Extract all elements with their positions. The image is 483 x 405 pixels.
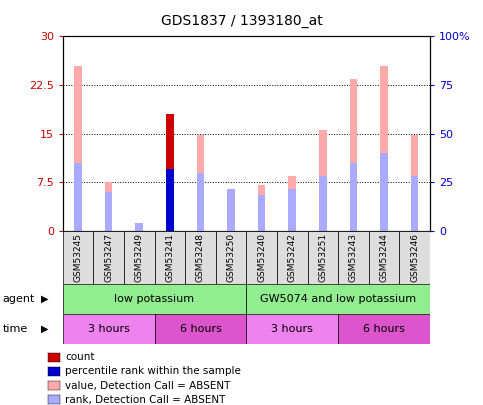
Bar <box>166 169 174 231</box>
Bar <box>93 231 124 284</box>
Bar <box>288 189 296 231</box>
Bar <box>380 153 388 231</box>
Bar <box>155 314 246 344</box>
Text: 6 hours: 6 hours <box>363 324 405 334</box>
Bar <box>63 284 246 314</box>
Bar <box>216 231 246 284</box>
Bar <box>288 176 296 231</box>
Bar <box>105 182 113 231</box>
Bar <box>380 66 388 231</box>
Bar <box>319 176 327 231</box>
Text: low potassium: low potassium <box>114 294 195 304</box>
Bar <box>338 314 430 344</box>
Bar <box>399 231 430 284</box>
Bar <box>350 163 357 231</box>
Text: ▶: ▶ <box>41 324 49 334</box>
Text: GSM53250: GSM53250 <box>227 232 236 282</box>
Text: GSM53244: GSM53244 <box>380 233 388 281</box>
Text: GSM53247: GSM53247 <box>104 233 113 281</box>
Bar <box>197 173 204 231</box>
Bar <box>227 202 235 231</box>
Bar <box>369 231 399 284</box>
Text: time: time <box>2 324 28 334</box>
Bar <box>246 314 338 344</box>
Bar <box>124 231 155 284</box>
Bar <box>227 189 235 231</box>
Bar <box>166 169 174 231</box>
Bar <box>155 231 185 284</box>
Text: percentile rank within the sample: percentile rank within the sample <box>65 367 241 376</box>
Bar <box>277 231 308 284</box>
Bar <box>74 163 82 231</box>
Text: 6 hours: 6 hours <box>180 324 221 334</box>
Text: count: count <box>65 352 95 362</box>
Text: agent: agent <box>2 294 35 304</box>
Text: 3 hours: 3 hours <box>88 324 129 334</box>
Bar <box>411 176 418 231</box>
Bar <box>105 192 113 231</box>
Text: 3 hours: 3 hours <box>271 324 313 334</box>
Text: GDS1837 / 1393180_at: GDS1837 / 1393180_at <box>161 14 322 28</box>
Bar <box>246 284 430 314</box>
Bar <box>74 66 82 231</box>
Text: GSM53242: GSM53242 <box>288 233 297 281</box>
Bar <box>135 223 143 231</box>
Bar <box>246 231 277 284</box>
Bar <box>411 135 418 231</box>
Bar <box>258 185 266 231</box>
Text: GSM53248: GSM53248 <box>196 233 205 281</box>
Text: GSM53251: GSM53251 <box>318 232 327 282</box>
Text: GW5074 and low potassium: GW5074 and low potassium <box>260 294 416 304</box>
Bar <box>308 231 338 284</box>
Text: value, Detection Call = ABSENT: value, Detection Call = ABSENT <box>65 381 230 390</box>
Text: ▶: ▶ <box>41 294 49 304</box>
Bar <box>338 231 369 284</box>
Bar <box>258 195 266 231</box>
Bar <box>350 79 357 231</box>
Bar <box>166 114 174 231</box>
Bar <box>166 114 174 231</box>
Text: GSM53240: GSM53240 <box>257 233 266 281</box>
Text: GSM53241: GSM53241 <box>165 233 174 281</box>
Bar <box>319 130 327 231</box>
Text: GSM53246: GSM53246 <box>410 233 419 281</box>
Text: GSM53243: GSM53243 <box>349 233 358 281</box>
Text: rank, Detection Call = ABSENT: rank, Detection Call = ABSENT <box>65 395 226 405</box>
Text: GSM53249: GSM53249 <box>135 233 144 281</box>
Bar <box>63 231 93 284</box>
Bar <box>185 231 216 284</box>
Bar <box>197 135 204 231</box>
Text: GSM53245: GSM53245 <box>73 233 83 281</box>
Bar <box>63 314 155 344</box>
